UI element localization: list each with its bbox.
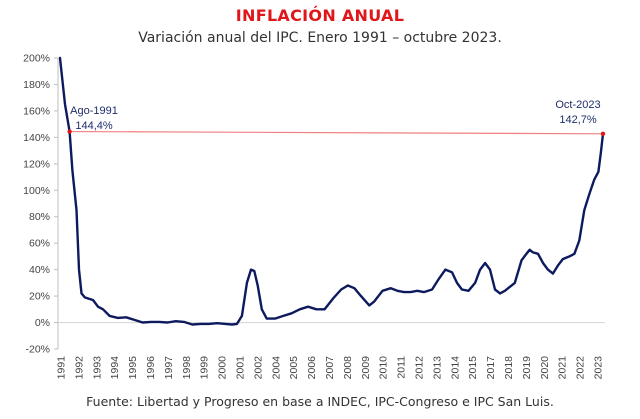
chart-subtitle: Variación anual del IPC. Enero 1991 – oc… [138, 30, 502, 46]
x-tick-label: 2023 [593, 356, 605, 380]
x-tick-label: 2011 [396, 356, 408, 379]
y-tick-label: 80% [29, 211, 50, 223]
y-tick-label: 40% [29, 264, 50, 276]
x-tick-label: 1996 [145, 356, 157, 380]
y-axis: -20% 0% 20% 40% 60% 80% 100% 120% 140% 160% 180% 20… [23, 53, 605, 356]
x-tick-label: 1995 [127, 356, 139, 380]
y-tick-label: 160% [23, 105, 50, 117]
x-tick-label: 2005 [288, 356, 300, 380]
x-tick-label: 1993 [91, 356, 103, 380]
x-tick-label: 2004 [270, 356, 282, 380]
annotation-marker [600, 131, 606, 136]
plot-area: Ago-1991 144,4% Oct-2023 142,7% [58, 56, 606, 326]
annotation-date-label: Oct-2023 [555, 99, 600, 111]
y-tick-label: -20% [25, 344, 50, 356]
x-tick-label: 1998 [181, 356, 193, 380]
x-tick-label: 2007 [324, 356, 336, 380]
x-tick-label: 2008 [342, 356, 354, 380]
series-line-inflation [58, 56, 605, 326]
x-tick-label: 2009 [360, 356, 372, 380]
x-tick-label: 2006 [306, 356, 318, 380]
x-tick-label: 2002 [252, 356, 264, 380]
x-tick-label: 2018 [503, 356, 515, 380]
y-tick-label: 20% [29, 291, 50, 303]
chart-title: INFLACIÓN ANUAL [235, 6, 405, 25]
y-tick-label: 200% [23, 53, 50, 65]
x-axis: 1991 1992 1993 1994 1995 1996 1997 1998 1999 2000… [56, 356, 605, 380]
annotation-value-label: 142,7% [559, 114, 597, 126]
annotation-date-label: Ago-1991 [70, 105, 118, 117]
y-tick-label: 100% [23, 185, 50, 197]
x-tick-label: 2010 [378, 356, 390, 380]
x-tick-label: 1997 [163, 356, 175, 380]
annotation-marker [67, 129, 72, 134]
x-tick-label: 2001 [235, 356, 247, 380]
x-tick-label: 2013 [431, 356, 443, 380]
x-tick-label: 2022 [575, 356, 587, 380]
x-tick-label: 2000 [217, 356, 229, 380]
x-tick-label: 1992 [73, 356, 85, 380]
x-tick-label: 2020 [539, 356, 551, 380]
x-tick-label: 2021 [557, 356, 569, 380]
y-tick-label: 60% [29, 238, 50, 250]
x-tick-label: 2017 [485, 356, 497, 380]
x-tick-label: 1999 [199, 356, 211, 380]
annotation-value-label: 144,4% [75, 120, 113, 132]
x-tick-label: 1991 [56, 356, 68, 380]
y-tick-label: 140% [23, 132, 50, 144]
x-tick-label: 1994 [109, 356, 121, 380]
x-tick-label: 2019 [521, 356, 533, 380]
reference-line [69, 130, 604, 135]
y-tick-label: 0% [35, 317, 50, 329]
x-tick-label: 2015 [467, 356, 479, 380]
y-tick-label: 180% [23, 79, 50, 91]
x-tick-label: 2012 [414, 356, 426, 380]
x-tick-label: 2014 [449, 356, 461, 380]
source-note: Fuente: Libertad y Progreso en base a IN… [86, 394, 554, 409]
y-tick-label: 120% [23, 158, 50, 170]
